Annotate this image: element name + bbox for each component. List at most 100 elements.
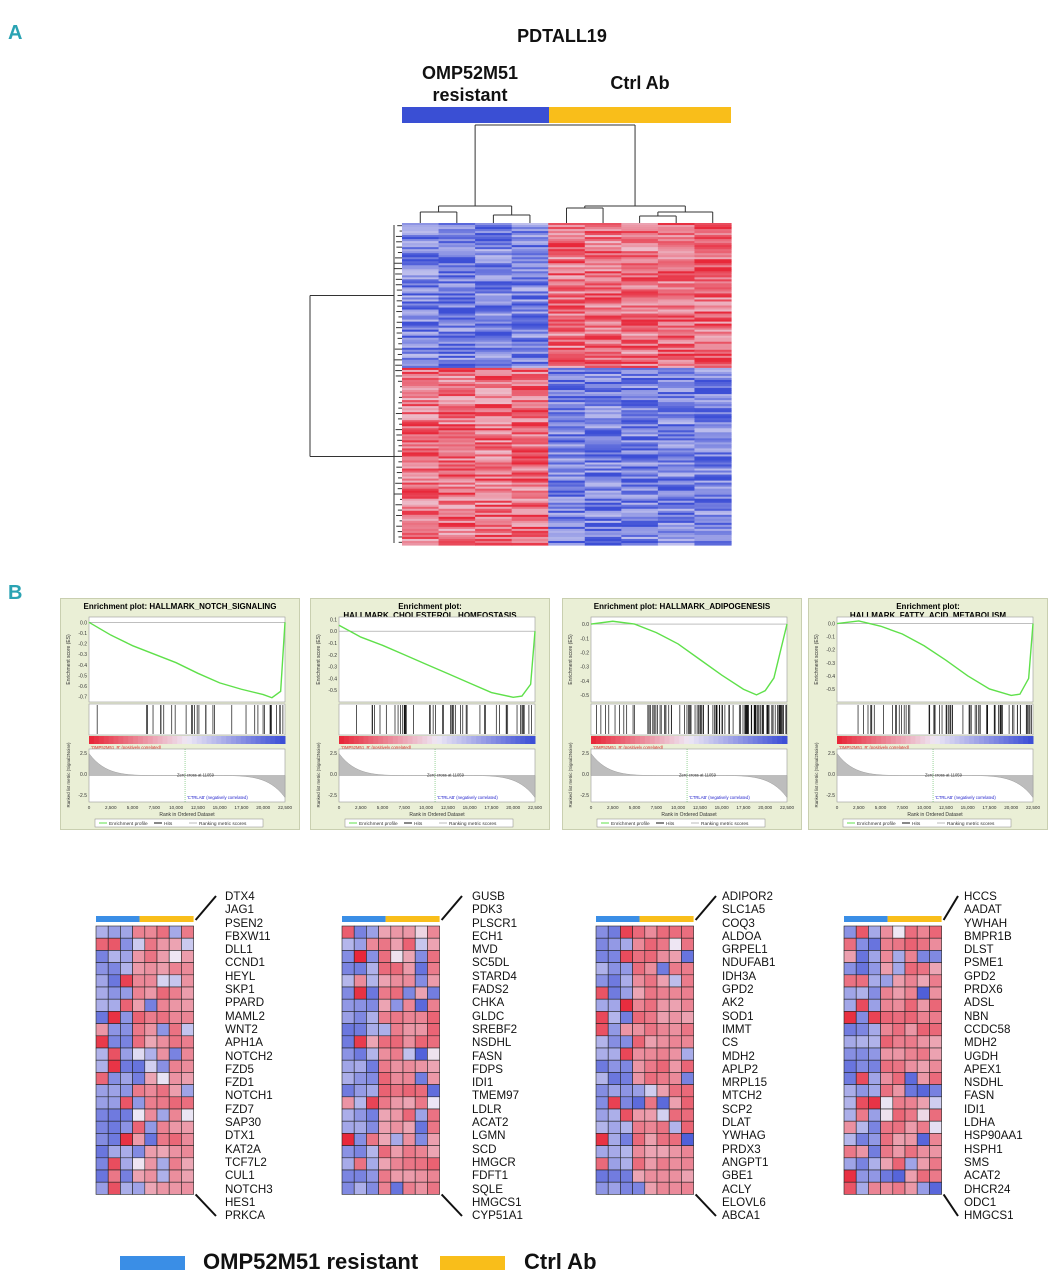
heatmap-cell [621,502,659,506]
le-heatmap-cell [855,1084,869,1098]
heatmap-cell [584,267,622,270]
heatmap-cell [402,321,440,325]
le-heatmap-cell [843,962,857,976]
xtick-label: 5,000 [875,805,887,810]
le-heatmap-cell [107,998,121,1012]
heatmap-cell [511,233,549,236]
heatmap-cell [475,518,513,522]
heatmap-cell [694,404,732,407]
heatmap-cell [402,392,440,395]
le-heatmap-cell [156,1072,170,1085]
le-heatmap-cell [892,1157,906,1171]
rank-gradient-segment [510,736,516,744]
heatmap-cell [548,339,586,343]
heatmap-cell [475,223,513,226]
heatmap-cell [402,305,440,309]
heatmap-cell [511,359,549,363]
le-heatmap-cell [855,1011,869,1024]
le-heatmap-cell [916,1011,930,1024]
le-heatmap-cell [855,925,869,939]
heatmap-cell [511,446,549,449]
heatmap-cell [621,263,659,266]
heatmap-cell [548,440,586,443]
heatmap-cell [438,540,476,544]
le-heatmap-cell [607,974,621,988]
heatmap-cell [548,396,586,399]
heatmap-cell [584,261,622,264]
heatmap-cell [694,325,732,329]
heatmap-cell [402,386,440,389]
heatmap-cell [438,520,476,524]
heatmap-cell [694,494,732,498]
le-heatmap-cell [378,1047,392,1061]
heatmap-cell [621,353,659,357]
le-heatmap-cell [843,925,857,939]
le-heatmap-cell [132,1047,146,1061]
le-heatmap-cell [107,962,121,976]
heatmap-cell [621,452,659,456]
heatmap-cell [694,337,732,341]
heatmap-cell [657,311,696,315]
xtick-label: 2,500 [853,805,865,810]
rank-gradient-segment [486,736,492,744]
heatmap-cell [402,343,440,347]
heatmap-cell [402,323,440,327]
le-connector-bottom [440,1193,463,1217]
heatmap-cell [621,522,659,526]
xtick-label: 22,500 [1026,805,1040,810]
le-heatmap-cell [107,1035,121,1049]
heatmap-cell [694,540,732,544]
heatmap-cell [511,520,549,524]
le-heatmap-cell [378,986,392,1000]
heatmap-cell [402,480,440,484]
gsea-title-line2: HALLMARK_CHOLESTEROL_HOMEOSTASIS [343,611,517,620]
le-heatmap-cell [916,998,930,1012]
heatmap-cell [621,243,659,246]
gene-label: DLAT [722,1116,751,1130]
rank-gradient-segment [915,736,921,744]
le-heatmap-cell [904,986,918,1000]
heatmap-cell [621,333,659,337]
le-heatmap-cell [929,1023,942,1037]
heatmap-cell [511,267,549,270]
heatmap-cell [694,243,732,246]
heatmap-cell [511,472,549,476]
le-heatmap-cell [681,1072,694,1085]
le-heatmap-cell [95,1133,109,1146]
rank-gradient-segment [490,736,497,744]
heatmap-cell [511,367,549,371]
le-heatmap-cell [107,1145,121,1159]
heatmap-cell [584,243,622,246]
heatmap-cell [511,480,549,484]
le-heatmap-cell [353,1169,367,1183]
gsea-legend-label: Enrichment profile [359,821,398,827]
le-heatmap-cell [414,1096,428,1110]
gene-label: FBXW11 [225,929,271,943]
heatmap-cell [584,343,622,347]
heatmap-cell [584,452,622,456]
le-heatmap-cell [353,986,367,1000]
le-heatmap-cell [620,1108,633,1122]
heatmap-cell [475,516,513,520]
heatmap-cell [548,227,586,230]
heatmap-cell [548,277,586,280]
heatmap-cell [694,269,732,272]
zero-cross-label: Zero cross at 11059 [925,773,963,778]
rank-gradient-segment [201,736,208,744]
heatmap-cell [438,524,476,528]
heatmap-cell [511,500,549,504]
heatmap-cell [694,524,732,528]
heatmap-cell [657,476,696,480]
heatmap-cell [694,406,732,409]
heatmap-cell [621,494,659,498]
le-heatmap-cell [427,1157,440,1171]
rank-gradient-segment [910,736,916,744]
heatmap-cell [475,301,513,305]
heatmap-cell [584,375,622,379]
le-heatmap-cell [132,1145,146,1159]
heatmap-cell [694,430,732,433]
heatmap-cell [438,319,476,323]
heatmap-cell [694,319,732,323]
le-heatmap-cell [644,962,658,976]
heatmap-cell [621,357,659,361]
